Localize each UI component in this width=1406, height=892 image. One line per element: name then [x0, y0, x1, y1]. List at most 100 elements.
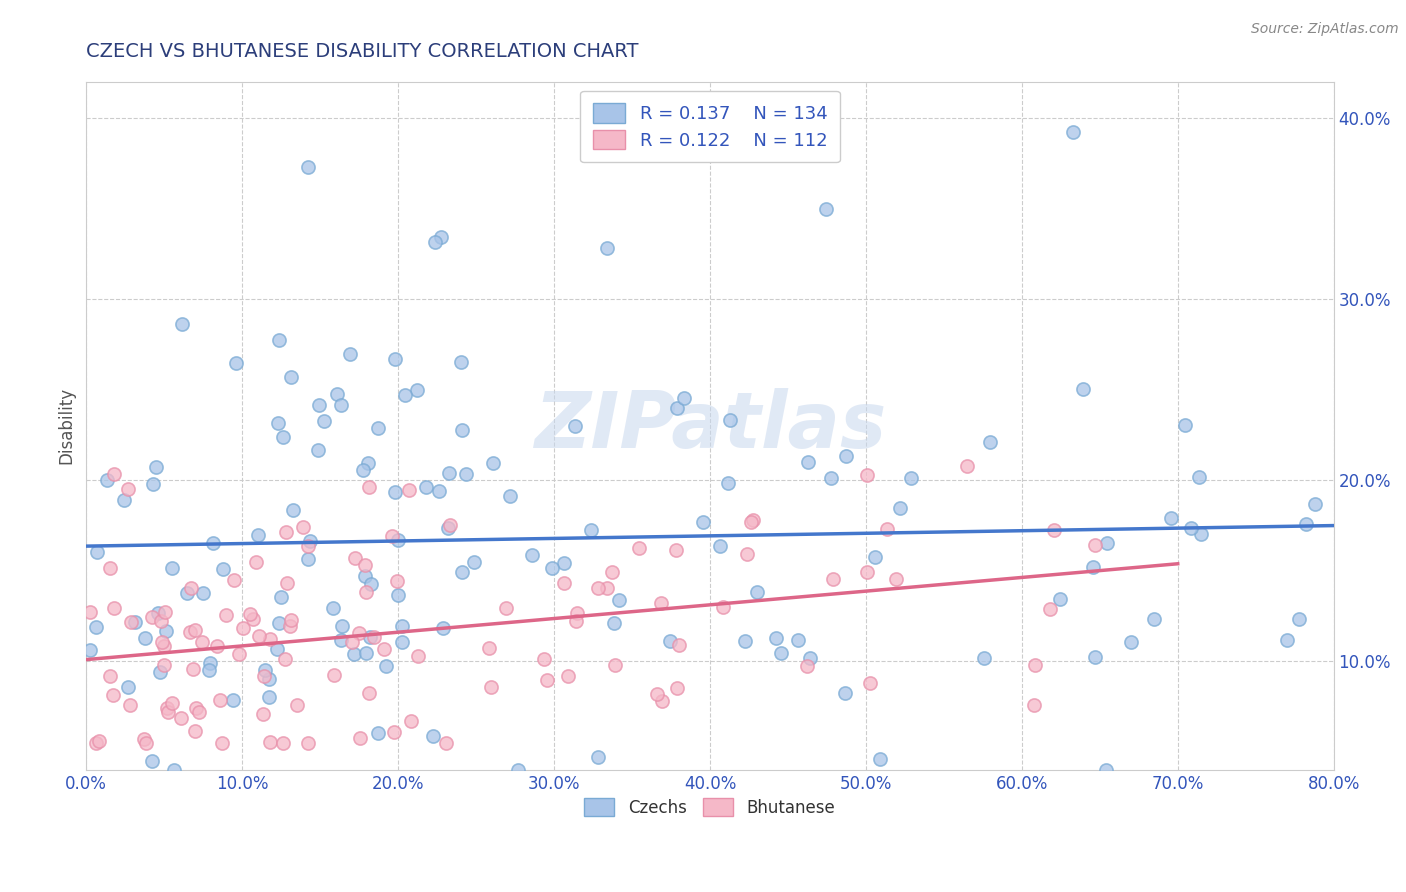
Point — [367, 726, 389, 740]
Point — [394, 388, 416, 402]
Point — [439, 517, 461, 532]
Point — [222, 693, 245, 707]
Point — [278, 619, 301, 633]
Point — [259, 735, 281, 749]
Point — [425, 235, 447, 249]
Point — [973, 651, 995, 665]
Point — [399, 714, 422, 729]
Point — [134, 731, 156, 746]
Point — [718, 413, 741, 427]
Point — [222, 573, 245, 587]
Point — [330, 633, 353, 648]
Point — [1295, 517, 1317, 532]
Point — [884, 572, 907, 586]
Point — [406, 384, 429, 398]
Point — [153, 640, 176, 654]
Point — [285, 698, 308, 713]
Point — [308, 398, 330, 412]
Point — [834, 686, 856, 700]
Point — [170, 710, 193, 724]
Point — [232, 621, 254, 635]
Point — [257, 690, 280, 704]
Point — [373, 642, 395, 657]
Point — [499, 488, 522, 502]
Point — [387, 588, 409, 602]
Point — [330, 618, 353, 632]
Text: ZIPatlas: ZIPatlas — [534, 388, 886, 464]
Point — [280, 369, 302, 384]
Point — [391, 634, 413, 648]
Point — [112, 493, 135, 508]
Point — [89, 733, 111, 747]
Point — [360, 576, 382, 591]
Point — [101, 688, 124, 702]
Point — [553, 556, 575, 570]
Point — [536, 673, 558, 688]
Point — [179, 624, 201, 639]
Point — [651, 694, 673, 708]
Point — [323, 668, 346, 682]
Point — [666, 401, 689, 416]
Point — [481, 456, 503, 470]
Point — [134, 736, 156, 750]
Point — [211, 736, 233, 750]
Point — [283, 503, 305, 517]
Point — [820, 471, 842, 485]
Point — [664, 543, 686, 558]
Point — [242, 612, 264, 626]
Point — [252, 706, 274, 721]
Point — [215, 608, 238, 623]
Point — [184, 723, 207, 738]
Point — [406, 648, 429, 663]
Point — [96, 473, 118, 487]
Point — [595, 581, 617, 595]
Point — [322, 601, 344, 615]
Point — [271, 736, 294, 750]
Point — [124, 615, 146, 629]
Point — [1038, 601, 1060, 615]
Point — [280, 613, 302, 627]
Point — [239, 607, 262, 621]
Point — [297, 539, 319, 553]
Point — [98, 560, 121, 574]
Point — [180, 582, 202, 596]
Point — [352, 463, 374, 477]
Point — [297, 160, 319, 174]
Point — [160, 696, 183, 710]
Point — [160, 560, 183, 574]
Point — [340, 635, 363, 649]
Point — [415, 480, 437, 494]
Point — [796, 658, 818, 673]
Point — [155, 624, 177, 638]
Point — [191, 635, 214, 649]
Point — [212, 561, 235, 575]
Point — [354, 646, 377, 660]
Point — [79, 642, 101, 657]
Point — [437, 466, 460, 480]
Point — [198, 663, 221, 677]
Point — [451, 566, 474, 580]
Point — [1121, 635, 1143, 649]
Point — [329, 398, 352, 412]
Point — [347, 626, 370, 640]
Point — [1189, 527, 1212, 541]
Point — [225, 356, 247, 370]
Point — [1084, 650, 1107, 665]
Point — [367, 421, 389, 435]
Point — [1024, 698, 1046, 713]
Point — [273, 651, 295, 665]
Point — [434, 736, 457, 750]
Point — [298, 534, 321, 549]
Point — [607, 593, 630, 607]
Point — [297, 736, 319, 750]
Text: CZECH VS BHUTANESE DISABILITY CORRELATION CHART: CZECH VS BHUTANESE DISABILITY CORRELATIO… — [86, 42, 638, 61]
Point — [506, 763, 529, 777]
Point — [246, 527, 269, 541]
Point — [353, 568, 375, 582]
Point — [141, 755, 163, 769]
Point — [134, 631, 156, 645]
Legend: Czechs, Bhutanese: Czechs, Bhutanese — [578, 791, 842, 823]
Point — [257, 672, 280, 686]
Point — [187, 705, 209, 719]
Point — [202, 535, 225, 549]
